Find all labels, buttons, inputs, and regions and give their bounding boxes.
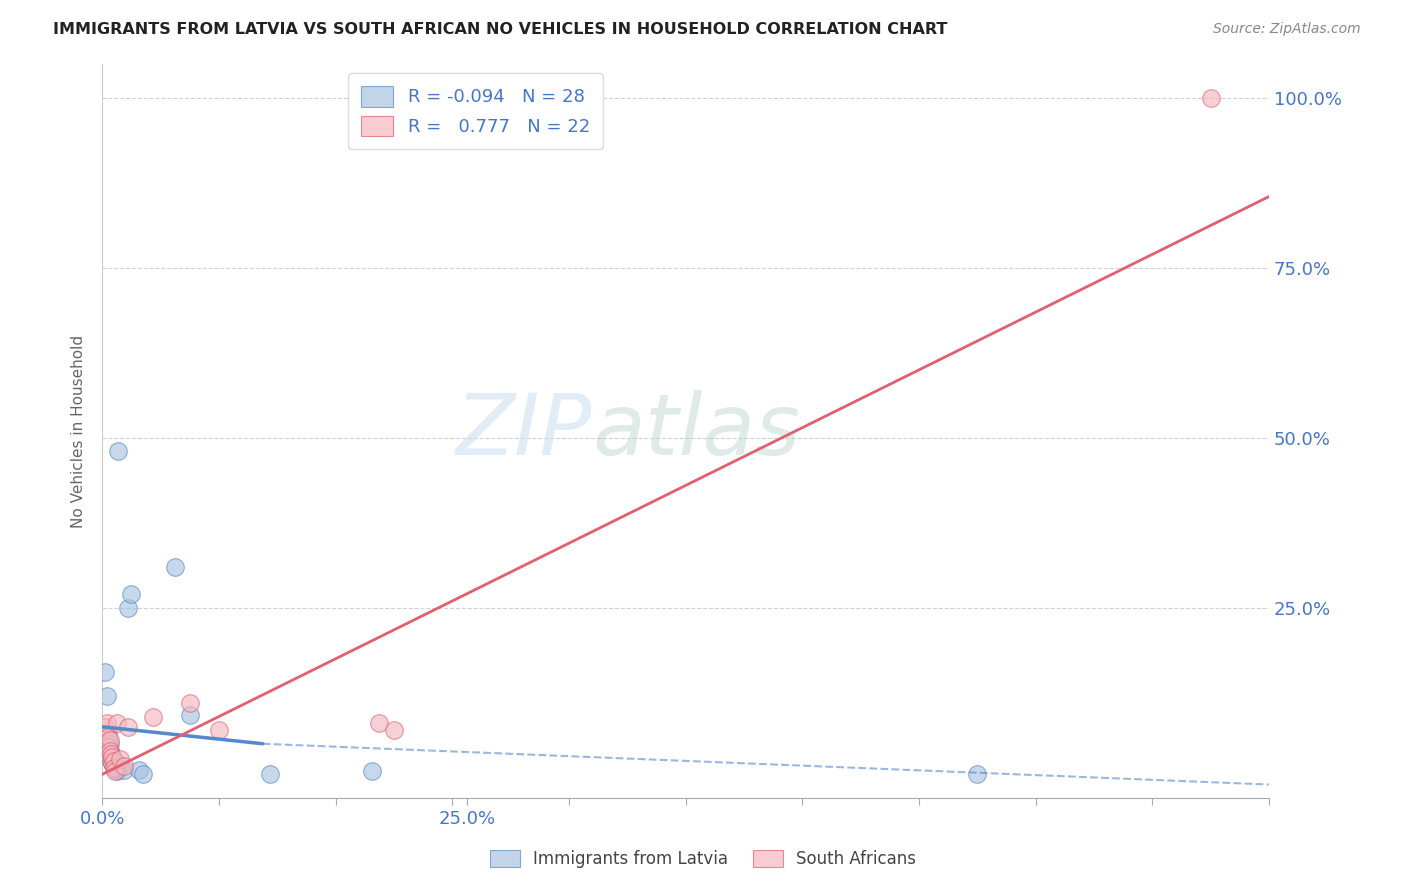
Point	[1199, 91, 1222, 105]
Point	[208, 723, 231, 738]
Point	[100, 747, 122, 761]
Point	[117, 600, 139, 615]
Point	[97, 740, 120, 755]
Point	[103, 754, 125, 768]
Point	[179, 708, 201, 723]
Point	[103, 758, 125, 772]
Point	[94, 720, 117, 734]
Point	[368, 716, 391, 731]
Point	[104, 764, 127, 778]
Y-axis label: No Vehicles in Household: No Vehicles in Household	[72, 334, 86, 528]
Text: IMMIGRANTS FROM LATVIA VS SOUTH AFRICAN NO VEHICLES IN HOUSEHOLD CORRELATION CHA: IMMIGRANTS FROM LATVIA VS SOUTH AFRICAN …	[53, 22, 948, 37]
Point	[96, 716, 118, 731]
Point	[361, 764, 384, 778]
Point	[165, 560, 187, 574]
Point	[94, 665, 117, 680]
Point	[101, 756, 124, 770]
Legend: R = -0.094   N = 28, R =   0.777   N = 22: R = -0.094 N = 28, R = 0.777 N = 22	[349, 73, 603, 149]
Point	[98, 737, 121, 751]
Point	[107, 444, 129, 458]
Point	[98, 743, 121, 757]
Point	[966, 767, 988, 781]
Text: atlas: atlas	[592, 390, 800, 473]
Point	[108, 758, 131, 772]
Point	[117, 720, 139, 734]
Point	[142, 709, 165, 723]
Point	[96, 726, 118, 740]
Point	[105, 716, 128, 731]
Point	[104, 758, 127, 772]
Point	[132, 767, 155, 781]
Point	[259, 767, 281, 781]
Point	[97, 730, 120, 744]
Point	[98, 733, 121, 747]
Point	[105, 762, 128, 776]
Point	[108, 752, 131, 766]
Text: Source: ZipAtlas.com: Source: ZipAtlas.com	[1213, 22, 1361, 37]
Point	[120, 587, 142, 601]
Point	[96, 689, 118, 703]
Point	[98, 743, 121, 757]
Point	[101, 756, 124, 770]
Point	[112, 763, 135, 777]
Point	[101, 750, 124, 764]
Point	[103, 760, 125, 774]
Point	[179, 696, 201, 710]
Point	[101, 750, 124, 764]
Point	[105, 764, 128, 778]
Point	[112, 758, 135, 772]
Point	[97, 740, 120, 755]
Point	[382, 723, 405, 738]
Legend: Immigrants from Latvia, South Africans: Immigrants from Latvia, South Africans	[484, 843, 922, 875]
Point	[100, 754, 122, 768]
Point	[100, 747, 122, 761]
Text: ZIP: ZIP	[456, 390, 592, 473]
Point	[128, 763, 150, 777]
Point	[104, 754, 127, 768]
Point	[97, 726, 120, 740]
